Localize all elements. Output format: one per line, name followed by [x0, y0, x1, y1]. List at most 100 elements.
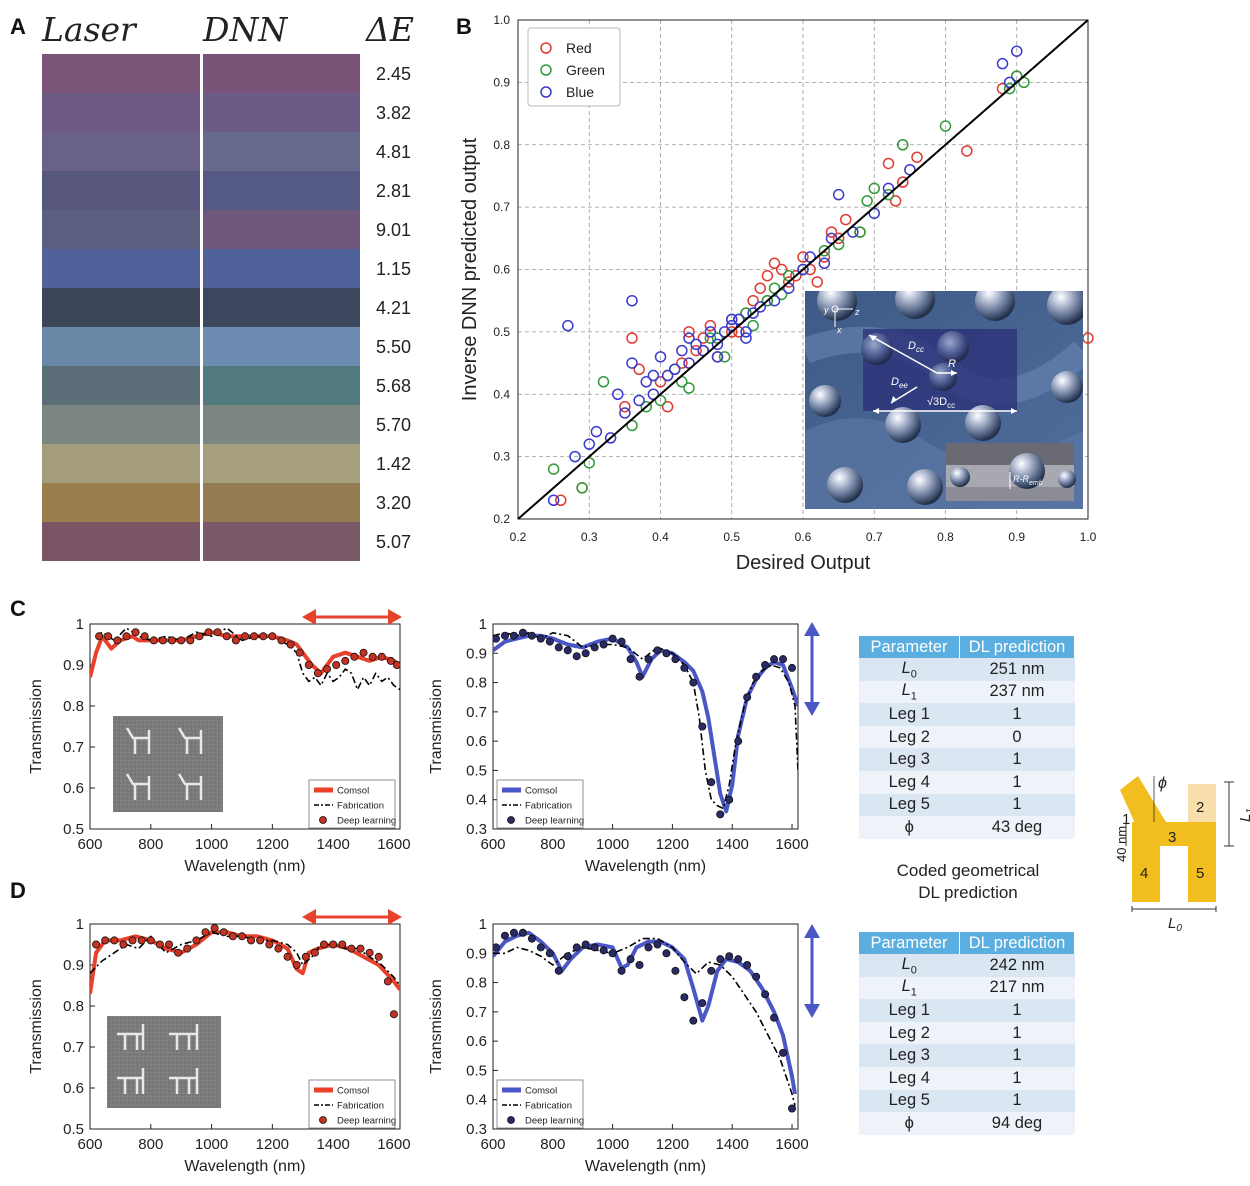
param-symbol: L [901, 977, 911, 996]
inset-dcc: D [908, 340, 916, 352]
param-value: 1 [959, 999, 1075, 1022]
laser-swatch [42, 54, 202, 93]
deep-learning-point [301, 952, 310, 961]
delta-e-value: 3.82 [376, 103, 412, 123]
y-tick-label: 0.9 [466, 645, 487, 662]
laser-swatch [42, 132, 202, 171]
scatter-point-red [690, 344, 702, 357]
deep-learning-point [761, 990, 770, 999]
deep-learning-point [219, 928, 228, 937]
legend-label: Fabrication [337, 1101, 384, 1112]
scatter-point-green [854, 226, 866, 238]
panel-a: Laser DNN ΔE 2.45 3.82 4.81 2.81 9.01 1.15 4.2… [0, 0, 440, 570]
delta-e-value: 9.01 [376, 220, 412, 240]
table-row: ϕ 94 deg [859, 1112, 1075, 1135]
inset-dee: D [891, 376, 899, 388]
y-tick-label: 0.7 [493, 200, 510, 214]
legend-label: Deep learning [337, 816, 396, 827]
transmission-chart-c-right: 600 800 1000 1200 1400 1600 0.3 0.4 0.5 0.6 0.7 0.8… [428, 616, 809, 875]
deep-learning-point [240, 632, 249, 641]
scatter-point-red [825, 226, 838, 238]
x-tick-label: 800 [138, 1136, 163, 1153]
deep-learning-point [725, 795, 734, 804]
param-name: Leg 4 [859, 1066, 960, 1090]
scatter-point-green [704, 332, 717, 344]
deep-learning-point [320, 940, 329, 949]
legend-marker [319, 816, 327, 824]
legend-label: Green [566, 62, 605, 78]
scatter-point-blue [619, 407, 631, 419]
param-label: ϕ [904, 817, 914, 836]
y-tick-label: 0.5 [63, 821, 84, 838]
table-row: Leg 5 1 [859, 793, 1075, 817]
inset-axis-y: y [823, 305, 829, 315]
legend: Comsol Fabrication Deep learning [308, 1079, 396, 1129]
y-tick-label: 0.9 [63, 657, 84, 674]
deep-learning-point [386, 656, 395, 665]
deep-learning-point [201, 928, 210, 937]
param-name: ϕ [859, 1112, 960, 1135]
deep-learning-point [392, 661, 400, 669]
scatter-point-blue [604, 432, 617, 444]
param-name: Leg 2 [859, 1021, 960, 1045]
deep-learning-point [277, 636, 286, 645]
scatter-point-green [818, 245, 831, 257]
y-tick-label: 1.0 [493, 13, 510, 27]
deep-learning-point [304, 661, 313, 670]
param-name: Leg 2 [859, 725, 960, 749]
deep-learning-point [716, 955, 725, 964]
param-value: 1 [959, 1089, 1075, 1113]
x-tick-label: 1000 [195, 836, 228, 853]
geometry-diagram: 1 2 3 4 5 ϕ L1 40 nm L0 [1114, 775, 1250, 934]
deep-learning-point [662, 649, 671, 658]
deep-learning-point [104, 632, 113, 641]
legend-label: Comsol [525, 786, 557, 797]
svg-text:L0: L0 [1168, 915, 1182, 934]
scatter-point-blue [640, 376, 652, 388]
fabrication-line [493, 937, 796, 1106]
deep-learning-point [265, 940, 274, 949]
param-value: 1 [959, 1066, 1075, 1090]
x-tick-label: 1600 [377, 1136, 410, 1153]
table-row: Leg 3 1 [859, 1044, 1075, 1067]
param-symbol: L [901, 954, 911, 973]
deep-learning-point [545, 637, 554, 646]
fabrication-line [90, 931, 400, 986]
delta-e-value: 5.07 [376, 532, 412, 552]
deep-learning-point [286, 640, 295, 649]
deep-learning-point [590, 943, 599, 952]
x-tick-label: 0.8 [937, 530, 954, 544]
scatter-point-green [939, 120, 952, 132]
scatter-point-blue [612, 388, 624, 400]
deep-learning-point [101, 936, 110, 945]
leg-5-label: 5 [1196, 865, 1204, 882]
x-tick-label: 1600 [775, 836, 808, 853]
l1-sub: 1 [1245, 808, 1250, 814]
scatter-point-green [597, 376, 610, 388]
y-tick-label: 0.8 [63, 998, 84, 1015]
scatter-point-green [882, 188, 895, 201]
transmission-chart-d-right: 600 800 1000 1200 1400 1600 0.3 0.4 0.5 0.6 0.7 0.8… [428, 916, 809, 1175]
x-tick-label: 1200 [656, 836, 689, 853]
deep-learning-point [323, 665, 332, 674]
legend-marker [540, 42, 552, 54]
deep-learning-point [174, 948, 183, 957]
scatter-point-blue [1011, 45, 1023, 57]
param-subscript: 1 [910, 986, 917, 999]
y-tick-label: 0.5 [466, 762, 487, 779]
scatter-point-blue [740, 326, 752, 338]
transmission-chart-c-left: 600 800 1000 1200 1400 1600 0.5 0.6 0.7 0.8 0.9 1 Co… [28, 616, 411, 875]
scatter-point-green [868, 182, 880, 195]
scatter-point-blue [683, 332, 695, 344]
param-value: 1 [959, 770, 1075, 794]
scatter-point-blue [583, 438, 595, 450]
param-name: Leg 3 [859, 748, 960, 771]
y-tick-label: 0.6 [466, 733, 487, 750]
inset-remb: R-R [1013, 474, 1029, 484]
deep-learning-point [680, 663, 689, 672]
deep-learning-point [338, 940, 347, 949]
swatch-row: 1.15 [42, 249, 442, 288]
x-tick-label: 600 [480, 836, 505, 853]
scatter-point-blue [647, 369, 660, 382]
deep-learning-point [168, 636, 177, 645]
